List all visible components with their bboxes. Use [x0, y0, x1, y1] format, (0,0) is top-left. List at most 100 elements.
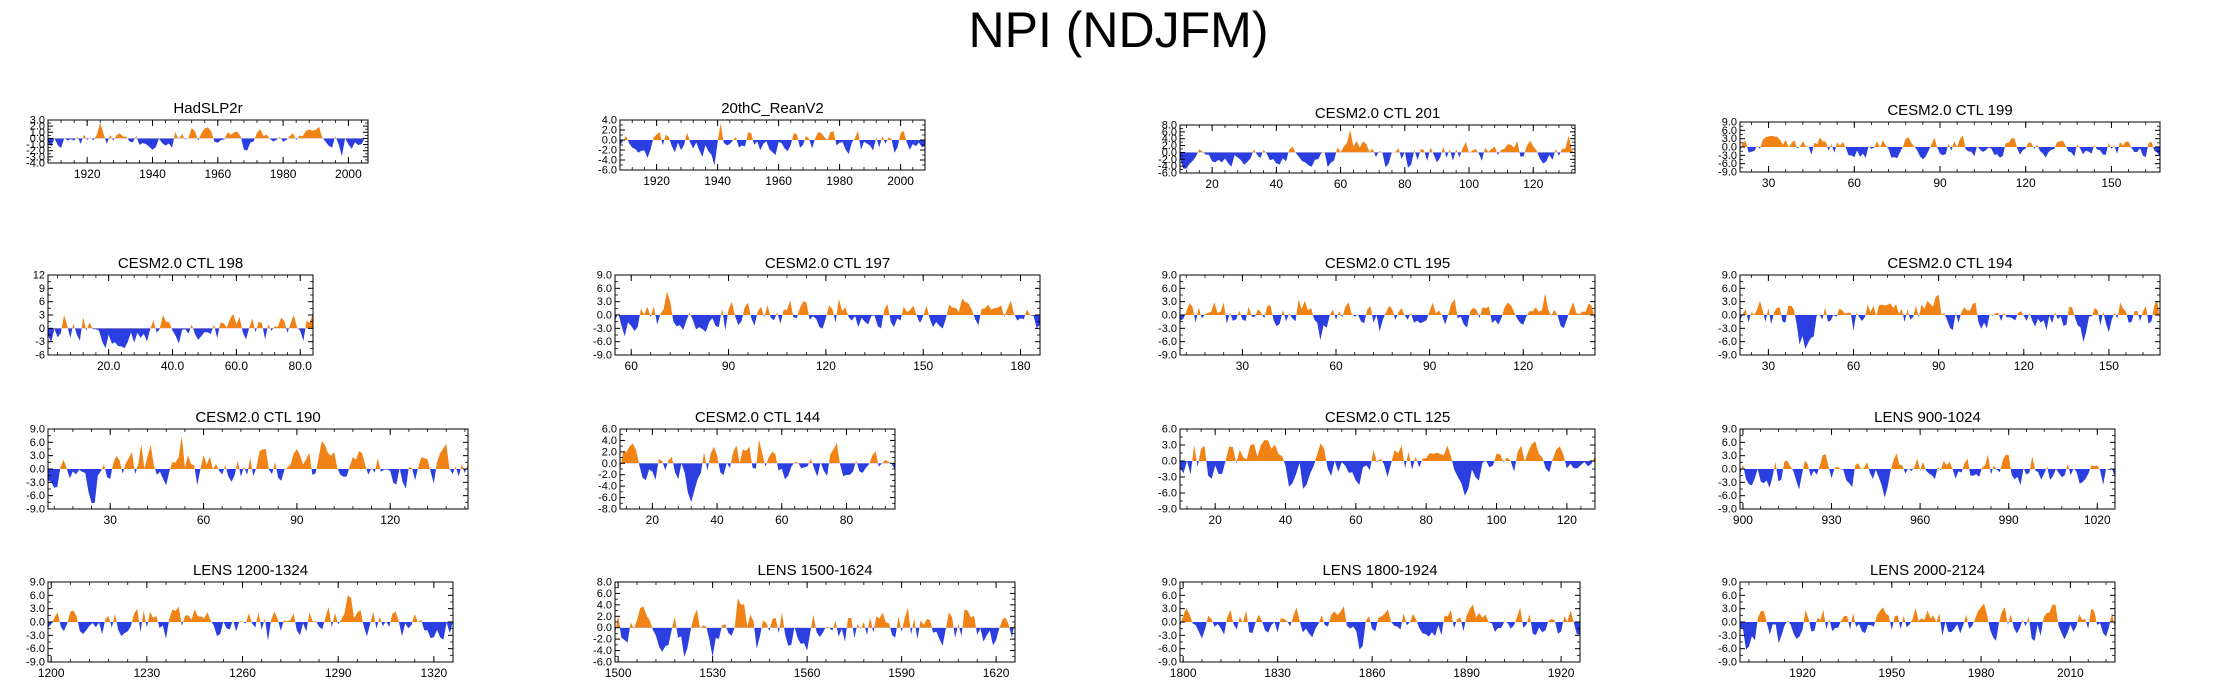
- panel-frame: [47, 119, 369, 164]
- y-tick-label: 3.0: [1162, 296, 1177, 308]
- y-tick-label: 9.0: [597, 270, 612, 282]
- y-tick-label: -6.0: [1718, 336, 1737, 348]
- x-tick-label: 80.0: [289, 359, 313, 373]
- x-tick-label: 2000: [887, 174, 914, 188]
- x-tick-label: 1980: [1968, 666, 1995, 680]
- x-tick-label: 2010: [2057, 666, 2084, 680]
- y-tick-label: -6.0: [593, 657, 612, 669]
- x-tick-label: 120: [816, 359, 836, 373]
- panel-2: 20thC_ReanV2 4.02.00.0-2.0-4.0-6.0 1920 194…: [598, 100, 926, 188]
- x-tick-label: 20: [1208, 513, 1222, 527]
- y-tick-label: -3.0: [1158, 323, 1177, 335]
- x-tick-label: 1890: [1453, 666, 1480, 680]
- x-tick-label: 60: [1848, 176, 1862, 190]
- y-tick-label: 9.0: [1722, 117, 1737, 129]
- y-tick-label: -9.0: [1718, 657, 1737, 669]
- x-tick-label: 60: [775, 513, 789, 527]
- y-tick-label: 9.0: [1722, 270, 1737, 282]
- x-tick-label: 120: [2014, 359, 2034, 373]
- x-tick-label: 60: [1349, 513, 1363, 527]
- x-tick-label: 60.0: [225, 359, 249, 373]
- y-tick-label: 0.0: [597, 310, 612, 322]
- x-tick-label: 1260: [229, 666, 256, 680]
- y-tick-label: 2.0: [602, 125, 617, 137]
- x-tick-label: 40: [1279, 513, 1293, 527]
- y-tick-label: 6.0: [30, 590, 45, 602]
- x-tick-label: 120: [1523, 177, 1543, 191]
- y-tick-label: -9.0: [1158, 657, 1177, 669]
- y-tick-label: 6.0: [1722, 590, 1737, 602]
- negative-area: [1180, 461, 1595, 496]
- y-tick-label: -9.0: [1158, 350, 1177, 362]
- y-tick-label: 3.0: [597, 296, 612, 308]
- y-tick-label: 3.0: [1162, 603, 1177, 615]
- y-tick-label: -3.0: [26, 477, 45, 489]
- x-tick-label: 1200: [38, 666, 65, 680]
- y-tick-label: 6.0: [1162, 126, 1177, 138]
- x-tick-label: 20: [1205, 177, 1219, 191]
- y-tick-label: 4.0: [1162, 133, 1177, 145]
- y-tick-label: -2.0: [593, 634, 612, 646]
- panel-frame: [619, 428, 896, 510]
- x-tick-label: 40: [1270, 177, 1284, 191]
- negative-area: [1740, 147, 2160, 160]
- panel-title: LENS 900-1024: [1874, 409, 1981, 426]
- panel-title: CESM2.0 CTL 195: [1325, 255, 1450, 272]
- x-tick-label: 1920: [1789, 666, 1816, 680]
- y-tick-label: 0.0: [1162, 617, 1177, 629]
- panel-title: CESM2.0 CTL 125: [1325, 409, 1450, 426]
- y-tick-label: -8.0: [598, 504, 617, 516]
- x-tick-label: 1920: [1548, 666, 1575, 680]
- panel-14: LENS 1500-1624 8.06.04.02.00.0-2.0-4.0-6.…: [593, 562, 1016, 680]
- panel-16: LENS 2000-2124 9.06.03.0 0.0-3.0-6.0 -9.0 19…: [1718, 562, 2116, 680]
- x-tick-label: 90: [1933, 176, 1947, 190]
- x-tick-label: 120: [1513, 359, 1533, 373]
- y-tick-label: 9.0: [1162, 270, 1177, 282]
- y-tick-label: 3.0: [30, 603, 45, 615]
- y-tick-label: 6.0: [1162, 424, 1177, 436]
- panel-6: CESM2.0 CTL 197 9.06.03.0 0.0-3.0-6.0 -9.0 6…: [593, 255, 1041, 373]
- negative-area: [620, 463, 895, 503]
- x-tick-label: 180: [1011, 359, 1031, 373]
- x-tick-label: 60: [197, 513, 211, 527]
- x-tick-label: 1320: [421, 666, 448, 680]
- x-tick-label: 90: [1932, 359, 1946, 373]
- y-tick-label: 0.0: [1722, 464, 1737, 476]
- x-tick-label: 80: [1420, 513, 1434, 527]
- x-tick-label: 150: [2099, 359, 2119, 373]
- x-tick-label: 90: [722, 359, 736, 373]
- positive-area: [48, 595, 453, 622]
- y-tick-label: -6.0: [1158, 336, 1177, 348]
- positive-area: [1180, 293, 1595, 315]
- x-tick-label: 30: [104, 513, 118, 527]
- y-tick-label: -3.0: [1158, 472, 1177, 484]
- panel-title: LENS 2000-2124: [1870, 562, 1985, 579]
- y-tick-label: 0.0: [1722, 617, 1737, 629]
- y-tick-label: 4.0: [602, 435, 617, 447]
- y-tick-label: 6: [39, 296, 45, 308]
- x-tick-label: 1500: [605, 666, 632, 680]
- y-tick-label: 0.0: [30, 464, 45, 476]
- positive-area: [1180, 129, 1575, 153]
- y-tick-label: 0.0: [1162, 147, 1177, 159]
- y-tick-label: -4.0: [593, 645, 612, 657]
- x-tick-label: 80: [840, 513, 854, 527]
- y-tick-label: -4.0: [598, 155, 617, 167]
- panel-title: CESM2.0 CTL 190: [195, 409, 320, 426]
- y-tick-label: -3.0: [26, 151, 45, 163]
- y-tick-label: -2.0: [598, 145, 617, 157]
- y-tick-label: 9.0: [1162, 577, 1177, 589]
- y-tick-label: 3.0: [30, 115, 45, 127]
- panel-title: LENS 1200-1324: [193, 562, 308, 579]
- y-tick-label: 6.0: [1722, 125, 1737, 137]
- y-tick-label: -3.0: [1158, 630, 1177, 642]
- y-tick-label: 0: [39, 323, 45, 335]
- x-tick-label: 30: [1762, 359, 1776, 373]
- positive-area: [621, 439, 891, 464]
- y-tick-label: 3.0: [1162, 440, 1177, 452]
- x-tick-label: 60: [1847, 359, 1861, 373]
- x-tick-label: 100: [1487, 513, 1507, 527]
- y-tick-label: -9.0: [1158, 504, 1177, 516]
- negative-area: [48, 622, 453, 641]
- x-tick-label: 80: [1398, 177, 1412, 191]
